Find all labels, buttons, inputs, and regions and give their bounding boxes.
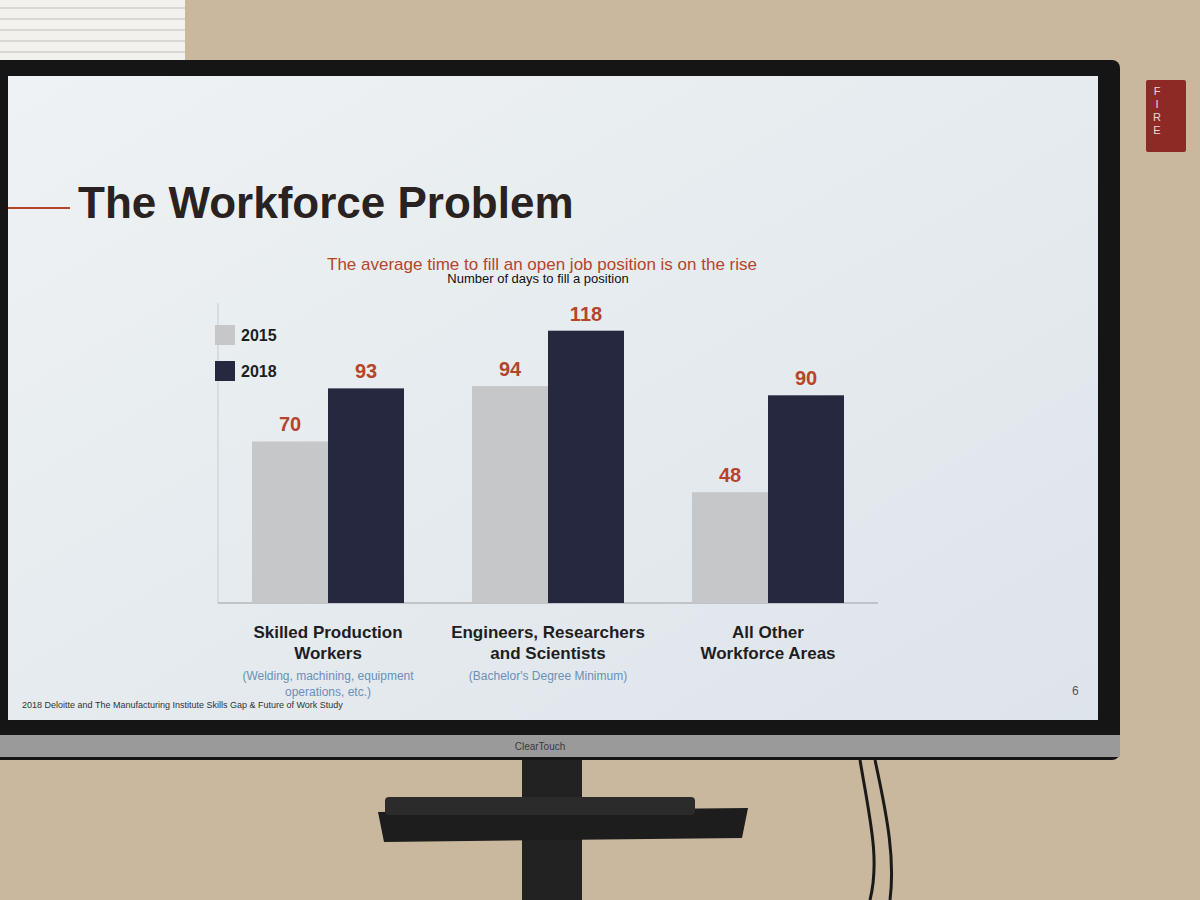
legend-label: 2018 <box>241 363 277 380</box>
bars <box>252 331 844 603</box>
bar <box>692 492 768 603</box>
category-note-line: (Bachelor's Degree Minimum) <box>469 669 627 683</box>
category-label-line: and Scientists <box>490 644 605 663</box>
slide <box>8 76 1098 720</box>
data-label: 70 <box>279 413 301 435</box>
category-label: All Other Workforce Areas <box>700 623 835 663</box>
title: The Workforce Problem <box>78 178 574 227</box>
blind-slat <box>0 7 185 9</box>
tv-bottom-trim <box>0 735 1120 757</box>
data-label: 90 <box>795 367 817 389</box>
cables <box>860 760 892 900</box>
blind-slat <box>0 40 185 42</box>
bar <box>252 441 328 603</box>
bar <box>548 331 624 603</box>
page-number: 6 <box>1072 684 1079 698</box>
category-label-line: Skilled Production <box>253 623 402 642</box>
wall <box>0 0 1200 900</box>
fire-sign-letter: F <box>1154 85 1161 97</box>
blind-slat <box>0 18 185 20</box>
keyboard <box>385 797 695 815</box>
y-label: Number of days to fill a position <box>447 271 628 286</box>
canvas: FIREClearTouchThe Workforce ProblemThe a… <box>0 0 1200 900</box>
tv-brand: ClearTouch <box>515 741 566 752</box>
bar <box>768 395 844 603</box>
source: 2018 Deloitte and The Manufacturing Inst… <box>22 700 343 710</box>
category-note: (Bachelor's Degree Minimum) <box>469 669 627 683</box>
fire-sign <box>1146 80 1186 152</box>
legend-label: 2015 <box>241 327 277 344</box>
category-note-line: (Welding, machining, equipment <box>242 669 414 683</box>
title-rule <box>8 207 70 209</box>
tv-bezel <box>0 60 1120 760</box>
data-labels: 70 94 48 93 118 90 <box>279 303 817 487</box>
category-label-line: Workforce Areas <box>700 644 835 663</box>
category-label: Skilled Production Workers <box>253 623 402 663</box>
category-note-line: operations, etc.) <box>285 685 371 699</box>
y-axis-line <box>218 303 219 603</box>
data-label: 94 <box>499 358 522 380</box>
category-label-line: Workers <box>294 644 362 663</box>
data-label: 93 <box>355 360 377 382</box>
fire-sign-text: FIRE <box>1153 85 1161 136</box>
category-label-line: All Other <box>732 623 804 642</box>
category-label: Engineers, Researchers and Scientists <box>451 623 645 663</box>
legend-swatch <box>215 361 235 381</box>
data-label: 118 <box>570 303 602 325</box>
fire-sign-letter: I <box>1155 98 1158 110</box>
fire-sign-letter: R <box>1153 111 1161 123</box>
legend-swatch <box>215 325 235 345</box>
category-label-line: Engineers, Researchers <box>451 623 645 642</box>
data-label: 48 <box>719 464 741 486</box>
category-note: (Welding, machining, equipment operations… <box>242 669 414 699</box>
bar <box>472 386 548 603</box>
bar <box>328 388 404 603</box>
blind-slat <box>0 29 185 31</box>
blind-slat <box>0 51 185 53</box>
fire-sign-letter: E <box>1153 124 1160 136</box>
